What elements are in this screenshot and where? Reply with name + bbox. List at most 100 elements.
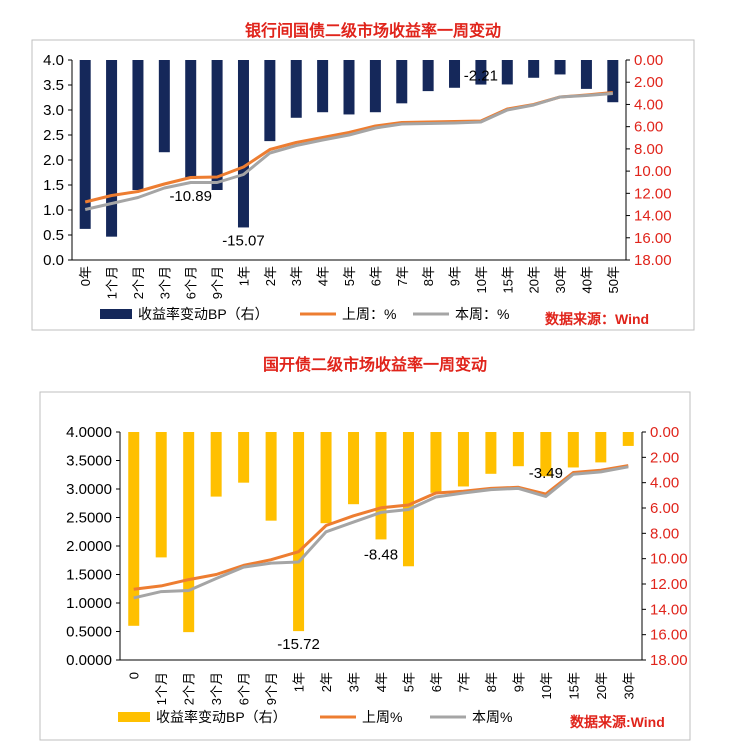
data-label: -2.21 [464, 68, 498, 85]
bar-30年 [554, 60, 566, 75]
chart-frame [31, 39, 695, 331]
left-tick-label: 0.5000 [66, 624, 112, 641]
right-tick-label: 2.00 [650, 449, 679, 466]
x-tick-label: 9年 [448, 266, 463, 286]
x-tick-label: 2个月 [182, 672, 197, 705]
data-label: -15.07 [222, 232, 265, 249]
legend-bar-swatch [118, 712, 150, 722]
right-tick-label: 16.00 [634, 230, 672, 247]
bar-1个月 [155, 432, 167, 558]
bar-0 [128, 432, 140, 626]
bar-1年 [237, 60, 249, 228]
x-tick-label: 7年 [395, 266, 410, 286]
bar-3个月 [210, 432, 222, 497]
x-tick-label: 15年 [566, 672, 581, 699]
left-tick-label: 1.5 [43, 177, 64, 194]
x-tick-label: 3个月 [157, 266, 172, 299]
x-tick-label: 4年 [374, 672, 389, 692]
bar-20年 [528, 60, 540, 78]
x-tick-label: 2个月 [131, 266, 146, 299]
right-tick-label: 18.00 [634, 252, 672, 269]
bar-6年 [430, 432, 442, 493]
x-tick-label: 0 [127, 672, 142, 679]
right-tick-label: 18.00 [650, 652, 688, 669]
x-tick-label: 0年 [78, 266, 93, 286]
left-tick-label: 1.0 [43, 202, 64, 219]
x-tick-label: 8年 [421, 266, 436, 286]
bar-30年 [622, 432, 634, 446]
x-tick-label: 9年 [511, 672, 526, 692]
right-tick-label: 0.00 [650, 424, 679, 441]
left-tick-label: 1.5000 [66, 567, 112, 584]
bar-6年 [369, 60, 381, 113]
chart-title: 国开债二级市场收益率一周变动 [263, 355, 487, 374]
right-tick-label: 8.00 [634, 141, 663, 158]
right-tick-label: 6.00 [650, 500, 679, 517]
bar-2个月 [132, 60, 144, 190]
bar-7年 [457, 432, 469, 487]
bar-15年 [501, 60, 513, 85]
bar-40年 [580, 60, 592, 89]
x-tick-label: 3年 [347, 672, 362, 692]
left-tick-label: 2.0 [43, 152, 64, 169]
right-tick-label: 2.00 [634, 74, 663, 91]
x-tick-label: 6个月 [237, 672, 252, 705]
legend-bar-swatch [100, 309, 132, 319]
x-tick-label: 1个月 [105, 266, 120, 299]
x-tick-label: 2年 [263, 266, 278, 286]
bar-2个月 [183, 432, 195, 633]
chart-frame [39, 391, 691, 741]
right-tick-label: 0.00 [634, 52, 663, 69]
bar-10年 [540, 432, 552, 477]
data-label: -10.89 [169, 188, 212, 205]
bar-3个月 [158, 60, 170, 153]
bar-2年 [320, 432, 332, 524]
x-tick-label: 15年 [500, 266, 515, 293]
left-tick-label: 3.0 [43, 102, 64, 119]
x-tick-label: 10年 [539, 672, 554, 699]
x-tick-label: 4年 [316, 266, 331, 286]
bar-9个月 [211, 60, 223, 190]
source-label: 数据来源:Wind [570, 714, 665, 730]
bar-5年 [343, 60, 355, 115]
right-tick-label: 4.00 [634, 96, 663, 113]
bar-10年 [475, 60, 487, 85]
bar-2年 [264, 60, 276, 142]
x-tick-label: 5年 [342, 266, 357, 286]
left-tick-label: 0.5 [43, 227, 64, 244]
bar-1个月 [106, 60, 118, 237]
x-tick-label: 2年 [319, 672, 334, 692]
x-tick-label: 9个月 [210, 266, 225, 299]
legend-line1-label: 上周% [362, 709, 402, 725]
chart-title: 银行间国债二级市场收益率一周变动 [245, 21, 501, 40]
left-tick-label: 1.0000 [66, 595, 112, 612]
right-tick-label: 14.00 [650, 601, 688, 618]
data-label: -15.72 [277, 636, 320, 653]
x-tick-label: 6年 [429, 672, 444, 692]
x-tick-label: 3个月 [209, 672, 224, 705]
bar-15年 [567, 432, 579, 468]
bar-6个月 [238, 432, 250, 483]
x-tick-label: 50年 [606, 266, 621, 293]
right-tick-label: 10.00 [650, 551, 688, 568]
right-tick-label: 10.00 [634, 163, 672, 180]
legend-line2-label: 本周：% [455, 306, 509, 322]
bar-9年 [449, 60, 461, 88]
right-tick-label: 4.00 [650, 475, 679, 492]
line-this-week [84, 92, 613, 211]
right-tick-label: 12.00 [650, 576, 688, 593]
left-tick-label: 2.5000 [66, 510, 112, 527]
legend-line2-label: 本周% [472, 709, 512, 725]
x-tick-label: 10年 [474, 266, 489, 293]
x-tick-label: 3年 [289, 266, 304, 286]
left-tick-label: 3.5 [43, 77, 64, 94]
right-tick-label: 6.00 [634, 119, 663, 136]
data-label: -3.49 [529, 465, 563, 482]
line-last-week [133, 464, 629, 591]
chart-treasury: 银行间国债二级市场收益率一周变动 4.0 3.5 3.0 2.5 2.0 1.5 1.0 0.5… [31, 21, 695, 331]
x-tick-label: 30年 [621, 672, 636, 699]
x-tick-label: 20年 [527, 266, 542, 293]
bar-3年 [290, 60, 302, 118]
bar-3年 [348, 432, 360, 505]
